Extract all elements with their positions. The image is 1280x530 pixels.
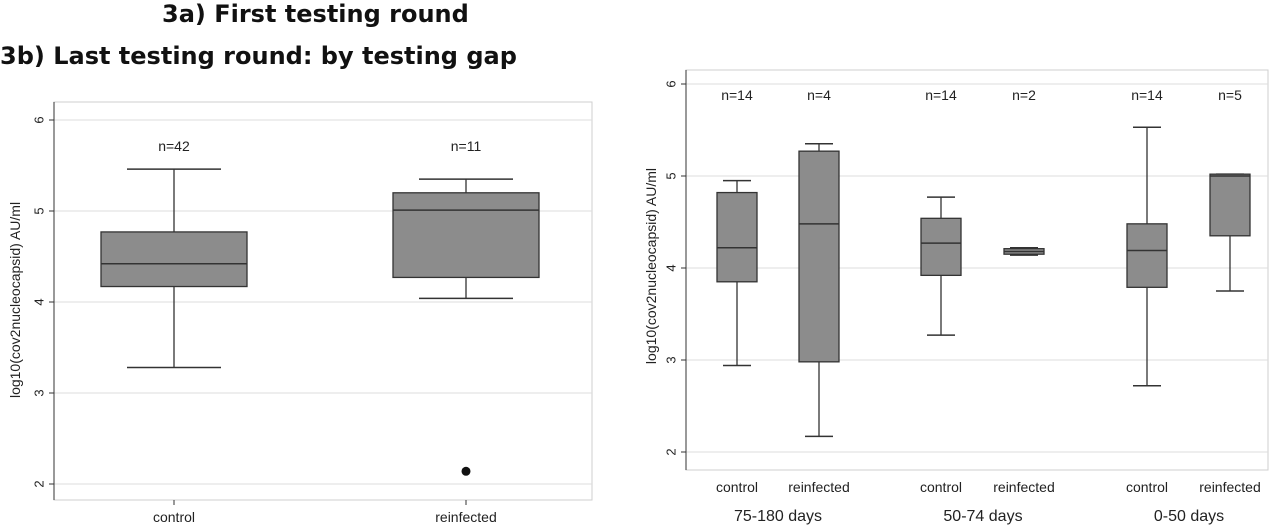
left-reinfected-outlier-0 bbox=[461, 466, 471, 476]
heading-first-testing-round: 3a) First testing round bbox=[162, 0, 469, 28]
right-75-180-days-control-x-label: control bbox=[716, 479, 758, 495]
left-x-label-reinfected: reinfected bbox=[435, 509, 496, 525]
right-0-50-days-reinfected-x-label: reinfected bbox=[1199, 479, 1260, 495]
left-n-label-reinfected: n=11 bbox=[451, 138, 482, 154]
left-y-tick-label-4: 4 bbox=[31, 298, 46, 305]
right-0-50-days-reinfected-iqr-rect bbox=[1209, 173, 1251, 237]
right-75-180-days-reinfected-iqr-rect bbox=[798, 150, 840, 363]
right-50-74-days-reinfected-box bbox=[1003, 247, 1045, 256]
left-y-tick-label-5: 5 bbox=[31, 207, 46, 214]
right-50-74-days-control-iqr-rect bbox=[920, 217, 962, 277]
right-50-74-days-control-x-label: control bbox=[920, 479, 962, 495]
right-0-50-days-control-iqr-rect bbox=[1126, 223, 1168, 288]
left-control-iqr-rect bbox=[100, 231, 248, 288]
right-50-74-days-reinfected-x-label: reinfected bbox=[993, 479, 1054, 495]
right-y-tick-label-3: 3 bbox=[663, 356, 678, 363]
left-plot-frame bbox=[53, 101, 593, 501]
right-y-tick-label-4: 4 bbox=[663, 264, 678, 271]
right-y-tick-label-6: 6 bbox=[663, 80, 678, 87]
left-y-tick-label-6: 6 bbox=[31, 116, 46, 123]
right-group-label-0-50-days: 0-50 days bbox=[1154, 508, 1224, 525]
right-0-50-days-control-x-label: control bbox=[1126, 479, 1168, 495]
right-y-tick-label-5: 5 bbox=[663, 172, 678, 179]
right-0-50-days-reinfected-box bbox=[1209, 173, 1251, 292]
left-y-tick-label-2: 2 bbox=[31, 480, 46, 487]
right-75-180-days-reinfected-n-label: n=4 bbox=[807, 87, 831, 103]
right-y-tick-label-2: 2 bbox=[663, 448, 678, 455]
right-75-180-days-reinfected-x-label: reinfected bbox=[788, 479, 849, 495]
left-control-box bbox=[100, 168, 248, 369]
right-0-50-days-reinfected-n-label: n=5 bbox=[1218, 87, 1242, 103]
left-reinfected-box bbox=[392, 178, 540, 476]
right-50-74-days-reinfected-n-label: n=2 bbox=[1012, 87, 1036, 103]
right-75-180-days-control-iqr-rect bbox=[716, 191, 758, 283]
left-x-label-control: control bbox=[153, 509, 195, 525]
heading-last-testing-round: 3b) Last testing round: by testing gap bbox=[0, 42, 517, 70]
right-group-label-75-180-days: 75-180 days bbox=[734, 508, 822, 525]
right-group-label-50-74-days: 50-74 days bbox=[943, 508, 1022, 525]
right-50-74-days-control-box bbox=[920, 196, 962, 336]
right-75-180-days-reinfected-box bbox=[798, 143, 840, 438]
left-y-axis-label: log10(cov2nucleocapsid) AU/ml bbox=[7, 202, 23, 398]
right-50-74-days-control-n-label: n=14 bbox=[925, 87, 957, 103]
right-0-50-days-control-n-label: n=14 bbox=[1131, 87, 1163, 103]
left-y-tick-label-3: 3 bbox=[31, 389, 46, 396]
right-75-180-days-control-n-label: n=14 bbox=[721, 87, 753, 103]
chart-first-testing-round: 2 3 4 5 6 log10(cov2nucleocapsid) AU/ml n=42 co… bbox=[7, 101, 593, 525]
left-n-label-control: n=42 bbox=[158, 138, 190, 154]
right-75-180-days-control-box bbox=[716, 179, 758, 367]
left-reinfected-iqr-rect bbox=[392, 192, 540, 279]
right-y-axis-label: log10(cov2nucleocapsid) AU/ml bbox=[643, 168, 659, 364]
right-plot-frame bbox=[685, 69, 1269, 471]
right-0-50-days-control-box bbox=[1126, 126, 1168, 387]
